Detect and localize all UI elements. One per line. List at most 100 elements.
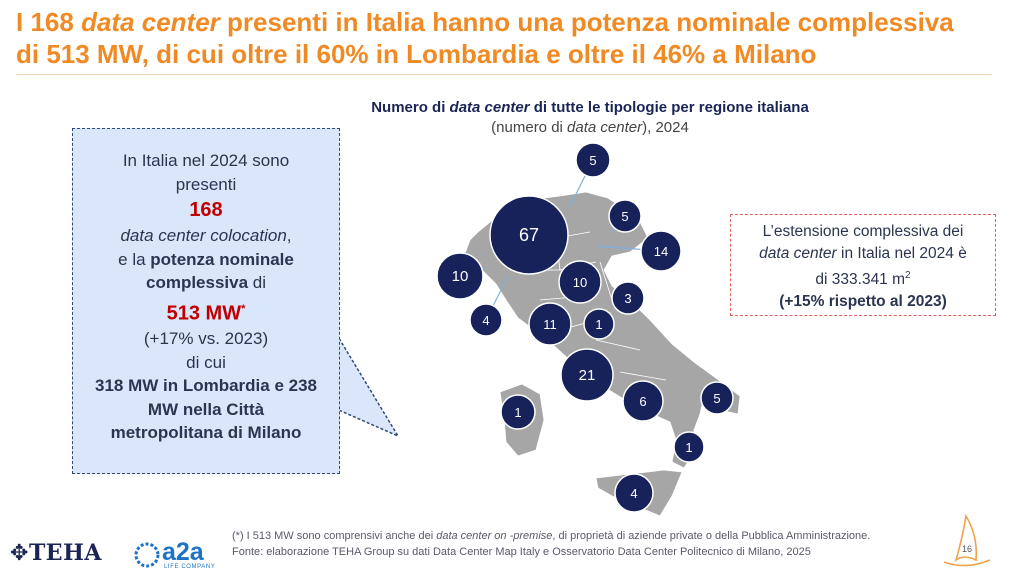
note-area: di 333.341 m <box>815 271 906 289</box>
region-bubble-circle <box>673 431 705 463</box>
a2a-logo-text: a2a <box>162 538 204 566</box>
colocation-comma: , <box>286 226 292 245</box>
region-bubble-label: 10 <box>573 275 587 290</box>
slide-title: I 168 data center presenti in Italia han… <box>16 6 1016 70</box>
region-bubble-circle <box>575 142 611 178</box>
region-bubble-label: 5 <box>621 209 628 224</box>
teha-emblem-icon: ✥ <box>10 541 29 566</box>
region-bubble-label: 1 <box>685 440 692 455</box>
a2a-logo-sub: LIFE COMPANY <box>164 564 216 570</box>
region-bubble-label: 67 <box>519 225 539 245</box>
a2a-logo: a2a LIFE COMPANY <box>134 538 224 572</box>
region-bubble-label: 3 <box>624 291 631 306</box>
map-title-a: Numero di <box>371 99 450 116</box>
title-text: I 168 <box>16 7 82 37</box>
region-bubble-circle <box>528 302 572 346</box>
callout-power: 513 MW* <box>73 295 339 328</box>
teha-logo-text: TEHA <box>28 540 102 566</box>
region-bubble-circle <box>608 199 642 233</box>
region-bubble: 5 <box>700 381 734 415</box>
map-title-em: data center <box>449 99 530 116</box>
callout-colocation: data center colocation, <box>73 224 339 248</box>
note-line-2: data center in Italia nel 2024 è <box>731 243 995 265</box>
callout-intro: In Italia nel 2024 sono presenti <box>122 151 290 194</box>
region-bubble-label: 4 <box>630 486 637 501</box>
teha-logo: ✥TEHA <box>10 540 102 566</box>
region-bubble-label: 10 <box>452 268 469 285</box>
callout-di-cui: di cui <box>186 352 226 372</box>
region-bubble: 11 <box>528 302 572 346</box>
region-bubble-label: 11 <box>543 317 557 332</box>
region-bubble: 10 <box>558 260 602 304</box>
note-line-1: L’estensione complessiva dei <box>762 223 964 240</box>
region-bubble: 14 <box>640 230 682 272</box>
region-bubble: 1 <box>583 308 615 340</box>
footnote-b: , di proprietà di aziende private o dell… <box>552 530 871 542</box>
region-bubble-label: 4 <box>482 313 489 328</box>
region-bubble: 10 <box>436 252 484 300</box>
note-growth: (+15% rispetto al 2023) <box>779 293 947 311</box>
title-divider <box>16 74 992 75</box>
callout-growth: (+17% vs. 2023) <box>143 329 269 349</box>
callout-detail: 318 MW in Lombardia e 238 MW nella Città… <box>94 376 317 443</box>
region-bubble-label: 6 <box>639 394 646 409</box>
callout-power-label: e la potenza nominale complessiva di <box>73 248 339 295</box>
region-bubble-circle <box>611 281 645 315</box>
sail-logo-icon <box>943 513 991 567</box>
title-text: presenti in Italia hanno una potenza nom… <box>219 7 954 37</box>
region-bubble-circle <box>489 195 569 275</box>
power-label-c: di <box>248 273 267 292</box>
note-em: data center <box>759 245 837 262</box>
title-line-1: I 168 data center presenti in Italia han… <box>16 6 1016 38</box>
region-bubble-circle <box>436 252 484 300</box>
region-bubble-circle <box>560 348 614 402</box>
map-subtitle-em: data center <box>567 119 643 136</box>
title-line-2: di 513 MW, di cui oltre il 60% in Lombar… <box>16 39 817 69</box>
map-subtitle-a: (numero di <box>491 119 568 136</box>
surface-note-box: L’estensione complessiva dei data center… <box>730 214 996 316</box>
footnote: (*) I 513 MW sono comprensivi anche dei … <box>232 528 952 560</box>
region-bubble: 6 <box>622 380 664 422</box>
region-bubble-label: 1 <box>514 405 521 420</box>
footnote-a: (*) I 513 MW sono comprensivi anche dei <box>232 530 437 542</box>
region-bubble: 4 <box>469 303 503 337</box>
callout-box: In Italia nel 2024 sono presenti 168 dat… <box>72 128 340 474</box>
region-bubble-label: 1 <box>595 317 602 332</box>
region-bubble-label: 5 <box>589 153 596 168</box>
power-value: 513 MW <box>166 302 242 325</box>
note-line-2-text: in Italia nel 2024 è <box>836 245 967 262</box>
region-bubble-circle <box>640 230 682 272</box>
callout-count: 168 <box>189 199 223 221</box>
page-number: 16 <box>962 544 973 554</box>
footnote-asterisk: (*) I 513 MW sono comprensivi anche dei … <box>232 528 952 544</box>
note-line-3: di 333.341 m2 <box>731 265 995 291</box>
region-bubble: 4 <box>614 473 654 513</box>
region-bubble-label: 14 <box>654 244 668 259</box>
region-bubble: 5 <box>575 142 611 178</box>
region-bubble: 1 <box>500 394 536 430</box>
region-bubble-circle <box>622 380 664 422</box>
map-subtitle-b: ), 2024 <box>642 119 689 136</box>
title-italic: data center <box>81 7 220 37</box>
region-bubble-label: 5 <box>713 391 720 406</box>
region-bubble: 21 <box>560 348 614 402</box>
region-bubble-circle <box>500 394 536 430</box>
region-bubble: 3 <box>611 281 645 315</box>
map-title-b: di tutte le tipologie per regione italia… <box>529 99 809 116</box>
map-title: Numero di data center di tutte le tipolo… <box>340 98 840 138</box>
power-label-a: e la <box>118 249 151 269</box>
a2a-globe-icon <box>134 542 160 568</box>
region-bubble-label: 21 <box>579 367 596 384</box>
region-bubble-circle <box>614 473 654 513</box>
region-bubble: 1 <box>673 431 705 463</box>
region-bubble: 5 <box>608 199 642 233</box>
note-area-sup: 2 <box>905 270 911 281</box>
map-subtitle: (numero di data center), 2024 <box>340 118 840 138</box>
power-label-b: potenza nominale complessiva <box>145 249 294 293</box>
region-bubble-circle <box>700 381 734 415</box>
region-bubble: 67 <box>489 195 569 275</box>
region-bubble-circle <box>469 303 503 337</box>
footnote-em: data center on -premise <box>436 530 553 542</box>
